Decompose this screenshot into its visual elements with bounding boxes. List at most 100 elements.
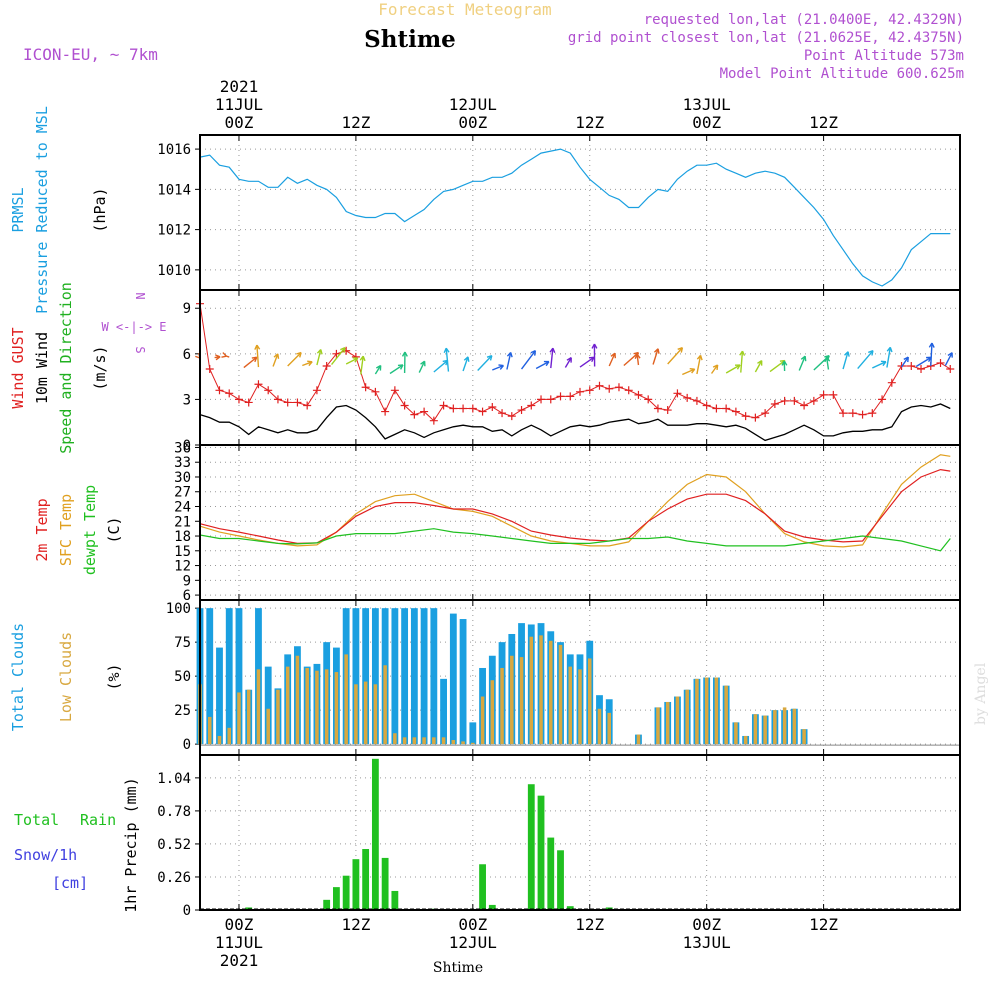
wind-direction-arrow: [740, 351, 744, 373]
bar-rain: [342, 875, 350, 910]
wind-arrow-head: [800, 355, 807, 362]
gust-marker: [839, 409, 848, 418]
y-tick-label: 18: [174, 529, 191, 545]
wind-arrow-head: [375, 364, 382, 371]
gust-marker: [264, 386, 273, 395]
bar-low-clouds: [724, 685, 728, 745]
gust-marker: [692, 396, 701, 405]
bar-low-clouds: [285, 666, 290, 745]
bar-low-clouds: [305, 667, 309, 745]
panel-frame: [199, 289, 961, 446]
gust-marker: [576, 387, 584, 396]
bar-total-clouds: [401, 608, 409, 745]
gust-marker: [390, 386, 399, 395]
top-tick-label: 12Z: [809, 113, 838, 132]
gust-marker: [722, 404, 731, 413]
panel-frame: [199, 754, 961, 911]
wind-direction-arrow: [256, 345, 260, 368]
wind-arrow-head: [677, 347, 684, 353]
gust-marker: [917, 365, 926, 374]
bar-rain: [362, 849, 370, 910]
gust-marker: [819, 390, 828, 399]
gust-marker: [498, 409, 507, 418]
gust-marker: [585, 386, 594, 395]
bar-low-clouds: [529, 636, 534, 745]
gust-marker: [712, 404, 721, 413]
bar-low-clouds: [276, 689, 280, 745]
bar-low-clouds: [558, 644, 563, 745]
bar-total-clouds: [459, 619, 467, 745]
wind-direction-arrow: [360, 356, 364, 375]
bar-low-clouds: [383, 665, 387, 745]
bar-low-clouds: [480, 696, 485, 745]
wind-direction-arrow: [477, 355, 493, 372]
wind-direction-arrow: [433, 359, 449, 373]
bar-low-clouds: [227, 727, 231, 745]
wind-arrow-head: [251, 356, 258, 363]
series-10m-wind: [199, 403, 951, 442]
gust-marker: [215, 386, 224, 395]
bar-low-clouds: [773, 710, 777, 745]
y-tick-label: 36: [174, 440, 191, 456]
wind-direction-arrow: [710, 364, 719, 374]
cloud-label-low: Low Clouds: [57, 632, 75, 722]
panel-wind: 0 3 6 9: [183, 289, 961, 454]
gust-marker: [293, 398, 302, 407]
compass-we: W <-|-> E: [101, 320, 166, 334]
bar-low-clouds: [597, 708, 602, 745]
wind-direction-arrow: [462, 356, 469, 372]
gust-marker: [322, 361, 331, 370]
bar-low-clouds: [315, 670, 319, 745]
bar-total-clouds: [216, 647, 223, 745]
bar-rain: [537, 795, 545, 910]
bar-total-clouds: [449, 613, 457, 745]
gust-marker: [936, 358, 945, 367]
precip-label-total: Total: [14, 811, 59, 829]
gust-marker: [751, 413, 760, 422]
bar-low-clouds: [432, 737, 436, 745]
precip-label-unit: 1hr Precip (mm): [122, 777, 140, 912]
y-tick-label: 0: [183, 737, 191, 753]
wind-arrow-head: [903, 356, 909, 363]
y-tick-label: 0.26: [157, 870, 191, 886]
wind-arrow-head: [588, 356, 595, 363]
precip-label-cm: [cm]: [52, 874, 88, 892]
wind-direction-arrow: [900, 356, 909, 368]
wind-arrow-head: [486, 354, 493, 361]
gust-marker: [605, 384, 614, 393]
y-tick-label: 100: [166, 601, 191, 617]
y-tick-label: 50: [174, 669, 191, 685]
wind-arrow-head: [420, 360, 426, 367]
bar-rain: [479, 864, 486, 910]
temp-label-2m: 2m Temp: [33, 498, 51, 561]
gust-marker: [653, 404, 662, 413]
bar-total-clouds: [391, 608, 399, 745]
wind-label-gust: Wind GUST: [9, 327, 27, 408]
top-year-label: 2021: [220, 77, 259, 96]
gust-marker: [420, 407, 429, 416]
wind-direction-arrow: [302, 361, 313, 367]
bar-low-clouds: [266, 708, 270, 745]
wind-direction-arrow: [915, 356, 932, 368]
top-tick-label: 12Z: [575, 113, 604, 132]
grid-coords: grid point closest lon,lat (21.0625E, 42…: [568, 30, 964, 46]
y-tick-label: 1016: [157, 142, 191, 158]
wind-labels: Wind GUST 10m Wind Speed and Direction (…: [9, 282, 167, 454]
y-tick-label: 0: [183, 438, 191, 454]
gust-marker: [809, 396, 818, 405]
bar-rain: [547, 837, 555, 910]
wind-direction-arrow: [520, 350, 536, 370]
y-tick-label: 75: [174, 635, 191, 651]
wind-direction-arrow: [316, 349, 322, 366]
wind-arrow-head: [653, 348, 660, 354]
bar-low-clouds: [256, 669, 261, 745]
bottom-date-label: 12JUL: [449, 933, 497, 952]
y-tick-label: 21: [174, 514, 191, 530]
gust-marker: [790, 396, 799, 405]
bottom-tick-label: 12Z: [575, 915, 604, 934]
wind-arrow-head: [397, 364, 404, 370]
wind-arrow-head: [712, 364, 719, 371]
wind-arrow-head: [634, 353, 641, 360]
wind-arrow-head: [463, 356, 470, 362]
